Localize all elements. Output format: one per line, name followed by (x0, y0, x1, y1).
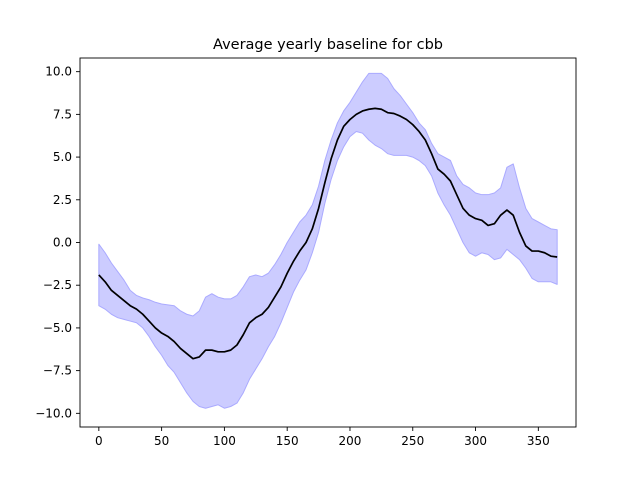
y-tick-label: 5.0 (53, 150, 72, 164)
y-tick-label: 2.5 (53, 193, 72, 207)
y-tick-label: 7.5 (53, 107, 72, 121)
plot-area (98, 72, 558, 409)
y-tick-label: 10.0 (45, 65, 72, 79)
x-tick-label: 100 (213, 434, 236, 448)
y-tick-label: −10.0 (35, 406, 72, 420)
x-tick-label: 350 (527, 434, 550, 448)
y-tick-label: −2.5 (43, 278, 72, 292)
series-line (98, 107, 558, 360)
y-tick-label: −5.0 (43, 321, 72, 335)
chart-title: Average yearly baseline for cbb (213, 37, 443, 53)
confidence-band (98, 72, 558, 409)
axes: 0 50 100 150 200 250 300 350 −10.0 −7.5 −5.0 −2.5 0.… (35, 57, 577, 448)
y-tick-label: −7.5 (43, 364, 72, 378)
x-tick-label: 0 (95, 434, 103, 448)
x-tick-label: 50 (154, 434, 169, 448)
x-tick-label: 300 (464, 434, 487, 448)
x-tick-label: 150 (276, 434, 299, 448)
x-tick-label: 200 (339, 434, 362, 448)
x-tick-label: 250 (401, 434, 424, 448)
y-tick-label: 0.0 (53, 236, 72, 250)
